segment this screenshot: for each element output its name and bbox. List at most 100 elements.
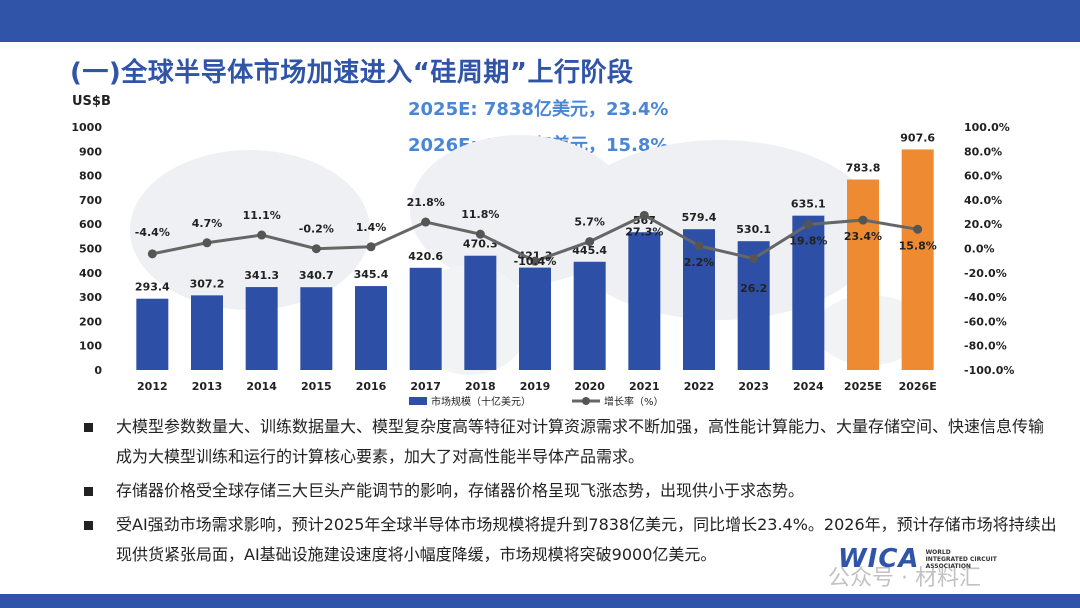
bar xyxy=(847,179,879,370)
bar xyxy=(300,287,333,370)
x-tick-label: 2020 xyxy=(574,380,605,393)
growth-point xyxy=(858,215,868,225)
bar xyxy=(519,267,551,370)
x-tick-label: 2023 xyxy=(738,380,769,393)
growth-value-label: 11.8% xyxy=(461,208,499,221)
bullet-square-icon xyxy=(84,521,93,530)
bullet-text: 存储器价格受全球存储三大巨头产能调节的影响，存储器价格呈现飞涨态势，出现供小于求… xyxy=(116,481,805,500)
x-tick-label: 2014 xyxy=(246,380,277,393)
growth-point xyxy=(530,256,540,266)
y-left-tick-label: 400 xyxy=(79,267,102,280)
growth-point xyxy=(475,229,485,239)
x-tick-label: 2025E xyxy=(844,380,882,393)
x-tick-label: 2022 xyxy=(684,380,715,393)
growth-value-label: 5.7% xyxy=(574,216,605,229)
right-axis: -100.0% -80.0% -60.0% -40.0% -20.0% 0.0% 20.0%… xyxy=(964,121,1014,377)
y-left-tick-label: 300 xyxy=(79,291,102,304)
bar-value-label: 470.3 xyxy=(463,238,498,251)
wica-logo-text: WORLD INTEGRATED CIRCUIT ASSOCIATION xyxy=(926,549,997,570)
wica-logo-mark: WICA xyxy=(838,544,920,574)
y-left-tick-label: 500 xyxy=(79,243,102,256)
bar xyxy=(683,229,715,370)
bar-value-label: 307.2 xyxy=(190,277,225,290)
x-tick-label: 2017 xyxy=(410,380,441,393)
bar xyxy=(573,261,606,370)
y-axis-unit-label: US$B xyxy=(72,94,111,109)
y-right-tick-label: 100.0% xyxy=(964,121,1010,134)
watermark-text: 公众号 · 材料汇 xyxy=(828,566,981,591)
wica-logo-line: WORLD xyxy=(925,548,951,556)
growth-point xyxy=(639,210,649,220)
legend-line-marker xyxy=(582,397,590,405)
growth-point xyxy=(311,244,321,254)
growth-value-label: 23.4% xyxy=(844,230,882,243)
bar xyxy=(355,286,387,370)
y-left-tick-label: 1000 xyxy=(71,121,102,134)
bar-value-label: 907.6 xyxy=(900,131,935,144)
y-left-tick-label: 700 xyxy=(79,194,102,207)
y-right-tick-label: -60.0% xyxy=(964,315,1007,328)
wica-logo: WICA WORLD INTEGRATED CIRCUIT ASSOCIATIO… xyxy=(838,544,997,574)
bar-value-label: 445.4 xyxy=(572,244,607,257)
legend-bar-label: 市场规模（十亿美元） xyxy=(431,395,531,408)
left-axis: 0 100 200 300 400 500 600 700 800 900 1000 xyxy=(71,121,102,377)
growth-value-label: 4.7% xyxy=(192,217,223,230)
market-chart: 0 100 200 300 400 500 600 700 800 900 1000 -100.0%… xyxy=(71,121,1014,408)
x-tick-label: 2015 xyxy=(301,380,332,393)
growth-point xyxy=(913,224,923,234)
bar xyxy=(409,267,442,370)
y-left-tick-label: 100 xyxy=(79,340,102,353)
bullet-square-icon xyxy=(84,423,93,432)
bar-value-label: 420.6 xyxy=(408,250,443,263)
bar-value-label: 579.4 xyxy=(682,211,717,224)
bar xyxy=(901,149,934,370)
bar xyxy=(792,215,825,370)
y-left-tick-label: 200 xyxy=(79,315,102,328)
x-tick-label: 2019 xyxy=(520,380,551,393)
bullet-list: 大模型参数数量大、训练数据量大、模型复杂度高等特征对计算资源需求不断加强，高性能… xyxy=(78,412,1058,574)
y-right-tick-label: -40.0% xyxy=(964,291,1007,304)
bar-value-label: 293.4 xyxy=(135,281,170,294)
x-tick-label: 2024 xyxy=(793,380,824,393)
top-banner xyxy=(0,0,1080,42)
bullet-text: 受AI强劲市场需求影响，预计2025年全球半导体市场规模将提升到7838亿美元，… xyxy=(116,515,1057,564)
bottom-banner xyxy=(0,594,1080,608)
growth-value-label: 15.8% xyxy=(899,239,937,252)
growth-value-label: 1.4% xyxy=(356,221,387,234)
growth-point xyxy=(749,254,759,264)
bar xyxy=(245,287,278,370)
bullet-item: 受AI强劲市场需求影响，预计2025年全球半导体市场规模将提升到7838亿美元，… xyxy=(78,510,1058,570)
y-right-tick-label: -80.0% xyxy=(964,340,1007,353)
y-left-tick-label: 0 xyxy=(94,364,102,377)
bar-inner-label: 26.2 xyxy=(740,282,767,295)
y-right-tick-label: 20.0% xyxy=(964,218,1002,231)
y-left-tick-label: 800 xyxy=(79,170,102,183)
growth-value-label: 19.8% xyxy=(789,234,827,247)
y-left-tick-label: 600 xyxy=(79,218,102,231)
bar-value-label: 783.8 xyxy=(846,162,881,175)
bullet-square-icon xyxy=(84,487,93,496)
y-right-tick-label: 60.0% xyxy=(964,170,1002,183)
highlight-2025: 2025E: 7838亿美元，23.4% xyxy=(408,99,669,120)
legend-line-label: 增长率（%） xyxy=(604,395,664,408)
x-tick-label: 2012 xyxy=(137,380,168,393)
y-right-tick-label: 0.0% xyxy=(964,243,995,256)
y-right-tick-label: 40.0% xyxy=(964,194,1002,207)
bar-value-label: 635.1 xyxy=(791,198,826,211)
x-tick-label: 2021 xyxy=(629,380,660,393)
growth-value-label: 2.2% xyxy=(684,256,715,269)
y-right-tick-label: -20.0% xyxy=(964,267,1007,280)
y-left-tick-label: 900 xyxy=(79,145,102,158)
x-tick-label: 2016 xyxy=(356,380,387,393)
bar xyxy=(136,298,169,370)
wica-logo-line: INTEGRATED CIRCUIT xyxy=(925,555,997,563)
growth-value-label: -10.4% xyxy=(514,255,557,268)
bar xyxy=(191,295,223,370)
y-right-tick-label: -100.0% xyxy=(964,364,1014,377)
y-right-tick-label: 80.0% xyxy=(964,145,1002,158)
growth-value-label: -0.2% xyxy=(299,223,334,236)
growth-point xyxy=(202,238,212,248)
growth-point xyxy=(694,241,704,251)
growth-point xyxy=(585,237,595,247)
legend-bar-swatch xyxy=(409,397,427,405)
